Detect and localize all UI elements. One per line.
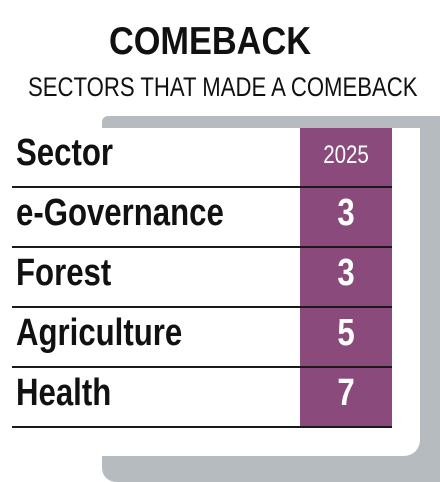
table-card: Sector 2025 e-Governance 3 Forest 3 Agri… [0, 128, 420, 456]
year-column-background [300, 128, 392, 428]
chart-subtitle: SECTORS THAT MADE A COMEBACK [27, 72, 418, 102]
header-year-label: 2025 [323, 141, 369, 169]
table-row: Agriculture 5 [12, 308, 392, 368]
table-row: Health 7 [12, 368, 392, 428]
chart-title: COMEBACK [108, 20, 312, 63]
header-sector-label: Sector [16, 132, 113, 174]
row-value: 5 [337, 312, 355, 354]
table-row: e-Governance 3 [12, 188, 392, 248]
row-value: 3 [337, 252, 355, 294]
row-sector-label: Forest [16, 252, 112, 294]
row-sector-label: e-Governance [16, 192, 224, 234]
table-row: Forest 3 [12, 248, 392, 308]
row-value: 3 [337, 192, 355, 234]
row-value: 7 [337, 372, 355, 414]
row-sector-label: Agriculture [16, 312, 183, 354]
row-sector-label: Health [16, 372, 112, 414]
table-header-row: Sector 2025 [12, 128, 392, 188]
